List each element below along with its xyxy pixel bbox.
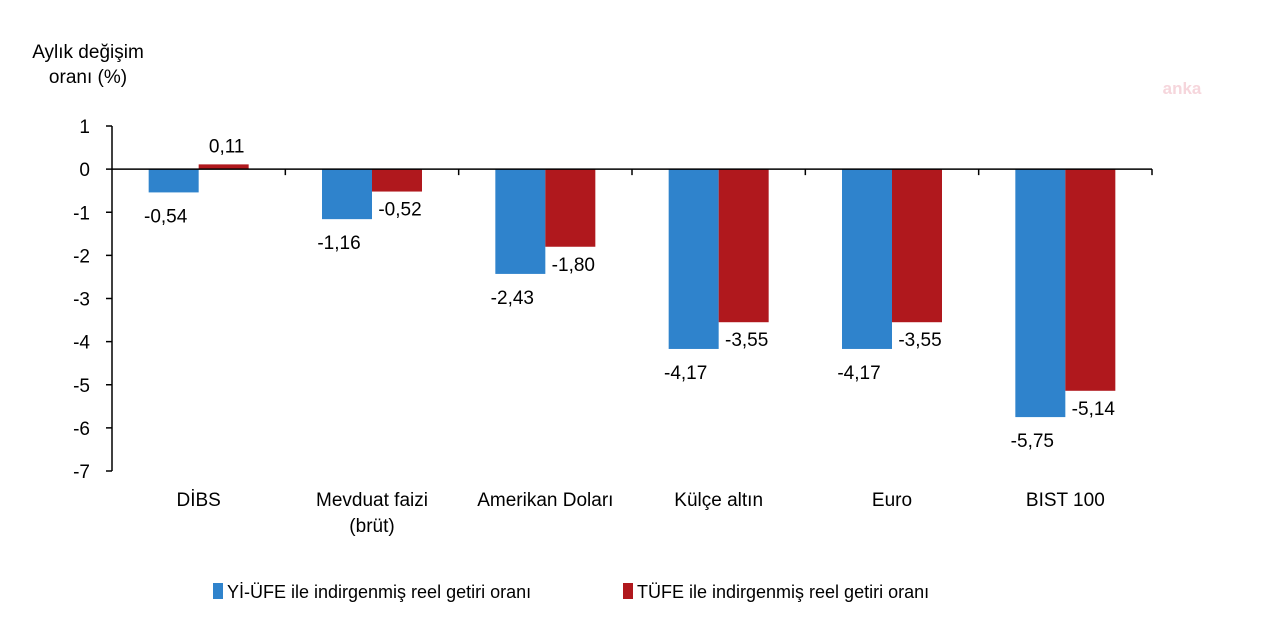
bar-yiufe [148, 169, 199, 193]
y-tick-label: -5 [73, 376, 90, 397]
data-label: -1,80 [552, 255, 595, 276]
bar-yiufe [1015, 169, 1066, 418]
bar-yiufe [842, 169, 892, 349]
y-axis-label: oranı (%) [49, 67, 127, 88]
x-tick-label: Mevduat faizi [316, 490, 428, 511]
bar-tufe [1065, 169, 1116, 391]
data-label: -0,52 [378, 200, 421, 221]
y-tick-label: 1 [79, 117, 90, 138]
y-tick-label: -7 [73, 462, 90, 483]
bar-yiufe [495, 169, 546, 274]
data-label: -4,17 [837, 363, 880, 384]
legend-swatch [213, 583, 223, 599]
x-tick-label: Amerikan Doları [477, 490, 613, 511]
y-tick-label: -2 [73, 246, 90, 267]
watermark: anka [1163, 79, 1202, 98]
bar-tufe [718, 169, 769, 323]
y-tick-label: -3 [73, 290, 90, 311]
y-tick-label: -4 [73, 333, 90, 354]
data-label: -4,17 [664, 363, 707, 384]
x-tick-label: Euro [872, 490, 912, 511]
x-tick-label: (brüt) [349, 516, 394, 537]
bar-yiufe [322, 169, 372, 220]
data-label: 0,11 [209, 136, 245, 157]
y-axis-label: Aylık değişim [32, 42, 144, 63]
bar-yiufe [668, 169, 719, 349]
bar-tufe [545, 169, 596, 247]
y-tick-label: -1 [73, 203, 90, 224]
x-tick-label: Külçe altın [674, 490, 763, 511]
data-label: -5,75 [1011, 431, 1054, 452]
y-tick-label: -6 [73, 419, 90, 440]
bar-tufe [198, 164, 249, 170]
bar-tufe [372, 169, 422, 192]
bar-tufe [892, 169, 942, 323]
data-label: -1,16 [317, 233, 360, 254]
data-label: -3,55 [725, 330, 768, 351]
data-label: -2,43 [491, 288, 534, 309]
data-label: -5,14 [1072, 399, 1116, 420]
legend-label: Yİ-ÜFE ile indirgenmiş reel getiri oranı [227, 582, 531, 602]
legend-label: TÜFE ile indirgenmiş reel getiri oranı [637, 582, 929, 602]
x-tick-label: BIST 100 [1026, 490, 1105, 511]
y-tick-label: 0 [79, 160, 90, 181]
x-tick-label: DİBS [176, 490, 220, 511]
data-label: -3,55 [898, 330, 941, 351]
data-label: -0,54 [144, 206, 188, 227]
legend-swatch [623, 583, 633, 599]
